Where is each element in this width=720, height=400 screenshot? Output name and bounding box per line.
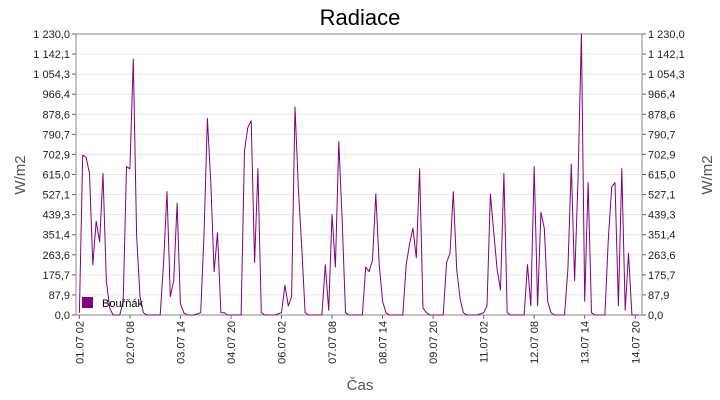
y-tick-label-left: 702,9 (42, 149, 70, 161)
y-tick-label-right: 702,9 (648, 149, 676, 161)
legend-swatch (82, 297, 93, 308)
y-axis-right: 0,0 87,9 175,7 263,6 351,4 439,3 527,1 615,0 702… (642, 29, 685, 322)
y-tick-label-right: 615,0 (648, 170, 676, 182)
legend: Bouřňák (82, 297, 143, 310)
y-tick-label-left: 351,4 (42, 230, 70, 242)
y-tick-label-left: 527,1 (42, 190, 70, 202)
y-tick-label-left: 87,9 (49, 290, 70, 302)
x-tick-label: 08.07 14 (378, 321, 390, 364)
x-tick-label: 04.07 20 (226, 321, 238, 364)
y-tick-label-right: 175,7 (648, 270, 676, 282)
y-tick-label-right: 527,1 (648, 190, 676, 202)
y-tick-label-right: 966,4 (648, 89, 676, 101)
x-axis: 01.07 02 02.07 08 03.07 14 04.07 20 06.07 02… (74, 315, 642, 364)
x-tick-label: 14.07 20 (630, 321, 642, 364)
y-tick-label-left: 0,0 (55, 310, 70, 322)
y-tick-label-left: 615,0 (42, 170, 70, 182)
y-tick-label-left: 1 230,0 (33, 29, 70, 41)
y-tick-label-right: 263,6 (648, 250, 676, 262)
y-tick-label-right: 1 054,3 (648, 69, 685, 81)
x-tick-label: 09.07 20 (428, 321, 440, 364)
y-tick-label-right: 1 230,0 (648, 29, 685, 41)
x-tick-label: 07.07 08 (327, 321, 339, 364)
x-axis-label: Čas (347, 377, 374, 394)
y-tick-label-right: 1 142,1 (648, 49, 685, 61)
series-layer (78, 33, 639, 316)
x-tick-label: 13.07 14 (580, 321, 592, 364)
y-tick-label-left: 1 142,1 (33, 49, 70, 61)
y-tick-label-left: 966,4 (42, 89, 70, 101)
y-tick-label-left: 263,6 (42, 250, 70, 262)
y-tick-label-left: 790,7 (42, 129, 70, 141)
legend-label: Bouřňák (102, 298, 143, 310)
y-tick-label-left: 175,7 (42, 270, 70, 282)
y-tick-label-right: 790,7 (648, 129, 676, 141)
y-axis-left: 0,0 87,9 175,7 263,6 351,4 439,3 527,1 615,0 702… (33, 29, 76, 322)
y-tick-label-left: 878,6 (42, 109, 70, 121)
y-tick-label-right: 439,3 (648, 210, 676, 222)
y-tick-label-right: 351,4 (648, 230, 676, 242)
x-tick-label: 03.07 14 (175, 321, 187, 364)
series-line (78, 33, 639, 316)
x-tick-label: 12.07 08 (529, 321, 541, 364)
x-tick-label: 02.07 08 (125, 321, 137, 364)
y-tick-label-right: 0,0 (648, 310, 663, 322)
x-tick-label: 01.07 02 (74, 321, 86, 364)
y-tick-label-left: 439,3 (42, 210, 70, 222)
x-tick-label: 06.07 02 (277, 321, 289, 364)
x-tick-label: 11.07 02 (479, 321, 491, 363)
y-tick-label-right: 87,9 (648, 290, 669, 302)
chart-title: Radiace (320, 5, 401, 30)
y-axis-label-left: W/m2 (12, 155, 29, 194)
y-axis-label-right: W/m2 (699, 155, 716, 194)
y-tick-label-right: 878,6 (648, 109, 676, 121)
y-tick-label-left: 1 054,3 (33, 69, 70, 81)
